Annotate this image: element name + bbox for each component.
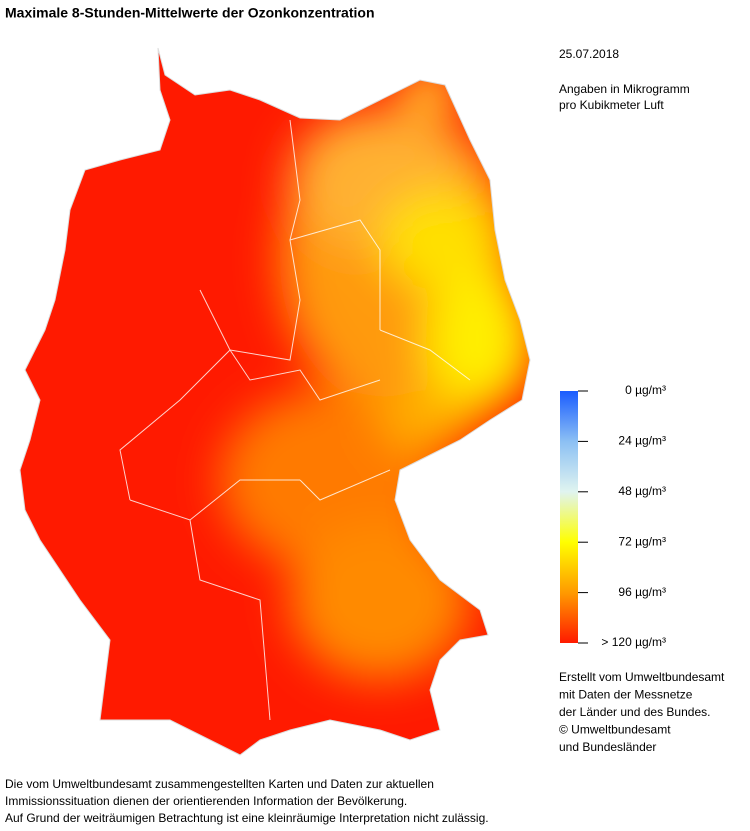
credit-line: © Umweltbundesamt [559,723,671,737]
footer-line: Auf Grund der weiträumigen Betrachtung i… [5,811,489,825]
unit-text: Angaben in Mikrogramm [559,82,690,96]
footer-line: Die vom Umweltbundesamt zusammengestellt… [5,777,434,791]
tick-label: 0 µg/m³ [625,383,666,397]
color-bar [560,391,578,643]
footer-line: Immissionssituation dienen der orientier… [5,794,407,808]
tick-label: 48 µg/m³ [618,484,666,498]
credit-line: und Bundesländer [559,740,656,754]
tick-label: > 120 µg/m³ [601,635,666,649]
tick-label: 24 µg/m³ [618,434,666,448]
date: 25.07.2018 [559,47,619,61]
footer: Die vom Umweltbundesamt zusammengestellt… [5,777,489,825]
credit-line: der Länder und des Bundes. [559,705,710,719]
credit-line: mit Daten der Messnetze [559,688,693,702]
title: Maximale 8-Stunden-Mittelwerte der Ozonk… [5,5,375,21]
tick-label: 72 µg/m³ [618,534,666,548]
ozone-map [20,48,530,755]
legend: 0 µg/m³ 24 µg/m³ 48 µg/m³ 72 µg/m³ 96 µg/m³ >… [578,383,666,649]
tick-label: 96 µg/m³ [618,585,666,599]
unit-text: pro Kubikmeter Luft [559,98,664,112]
credits: Erstellt vom Umweltbundesamt mit Daten de… [559,670,725,754]
credit-line: Erstellt vom Umweltbundesamt [559,670,725,684]
